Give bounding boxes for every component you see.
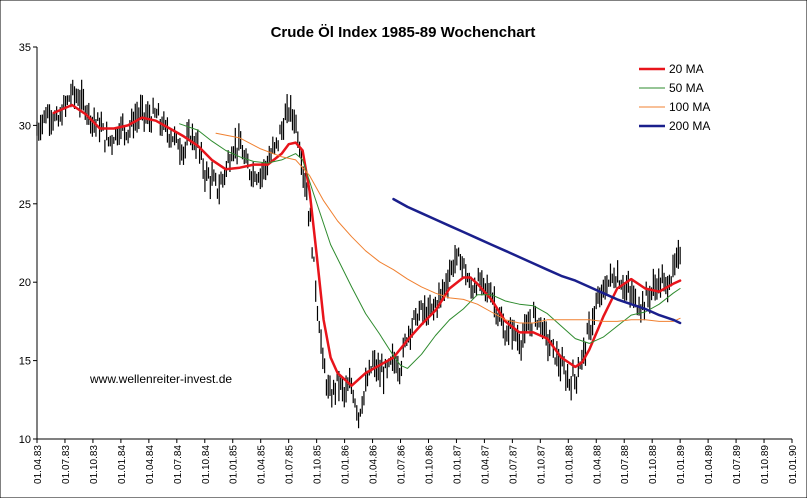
x-tick-label: 01.07.88 <box>620 445 631 484</box>
x-tick-label: 01.07.89 <box>732 445 743 484</box>
x-tick-label: 01.07.85 <box>285 445 296 484</box>
y-tick-label: 15 <box>19 356 31 368</box>
website-annotation: www.wellenreiter-invest.de <box>89 372 232 386</box>
x-tick-label: 01.04.83 <box>33 445 44 484</box>
x-tick-label: 01.01.89 <box>676 445 687 484</box>
y-tick-label: 10 <box>19 434 31 446</box>
y-tick-label: 20 <box>19 277 31 289</box>
legend-label: 50 MA <box>669 81 704 95</box>
x-tick-label: 01.10.88 <box>648 445 659 484</box>
x-tick-label: 01.04.89 <box>704 445 715 484</box>
legend-label: 200 MA <box>669 119 710 133</box>
x-axis: 01.04.83 01.07.83 01.10.83 01.01.84 01.04.84… <box>33 439 799 484</box>
y-tick-label: 25 <box>19 199 31 211</box>
y-axis: 10 15 20 25 30 35 <box>19 42 37 446</box>
x-tick-label: 01.04.86 <box>369 445 380 484</box>
x-tick-label: 01.01.84 <box>117 445 128 484</box>
x-tick-label: 01.01.88 <box>564 445 575 484</box>
x-tick-label: 01.10.87 <box>536 445 547 484</box>
x-tick-label: 01.07.86 <box>397 445 408 484</box>
x-tick-label: 01.10.85 <box>313 445 324 484</box>
x-tick-label: 01.01.87 <box>452 445 463 484</box>
legend: 20 MA 50 MA 100 MA 200 MA <box>639 62 710 133</box>
legend-label: 100 MA <box>669 100 710 114</box>
x-tick-label: 01.07.87 <box>508 445 519 484</box>
x-tick-label: 01.04.85 <box>257 445 268 484</box>
price-bars <box>36 79 681 429</box>
ma100-line <box>215 132 681 324</box>
x-tick-label: 01.01.85 <box>229 445 240 484</box>
x-tick-label: 01.07.83 <box>61 445 72 484</box>
chart-title: Crude Öl Index 1985-89 Wochenchart <box>271 24 536 41</box>
moving-average-lines <box>52 103 682 387</box>
x-tick-label: 01.01.86 <box>341 445 352 484</box>
ma20-line <box>52 103 682 387</box>
x-tick-label: 01.04.88 <box>592 445 603 484</box>
x-tick-label: 01.10.86 <box>424 445 435 484</box>
y-tick-label: 35 <box>19 42 31 54</box>
x-tick-label: 01.10.83 <box>89 445 100 484</box>
y-tick-label: 30 <box>19 120 31 132</box>
x-tick-label: 01.01.90 <box>788 445 799 484</box>
ma50-line <box>179 123 681 369</box>
x-tick-label: 01.04.84 <box>145 445 156 484</box>
legend-label: 20 MA <box>669 62 704 76</box>
x-tick-label: 01.07.84 <box>173 445 184 484</box>
x-tick-label: 01.10.84 <box>201 445 212 484</box>
x-tick-label: 01.10.89 <box>760 445 771 484</box>
ma200-line <box>392 197 682 325</box>
x-tick-label: 01.04.87 <box>480 445 491 484</box>
